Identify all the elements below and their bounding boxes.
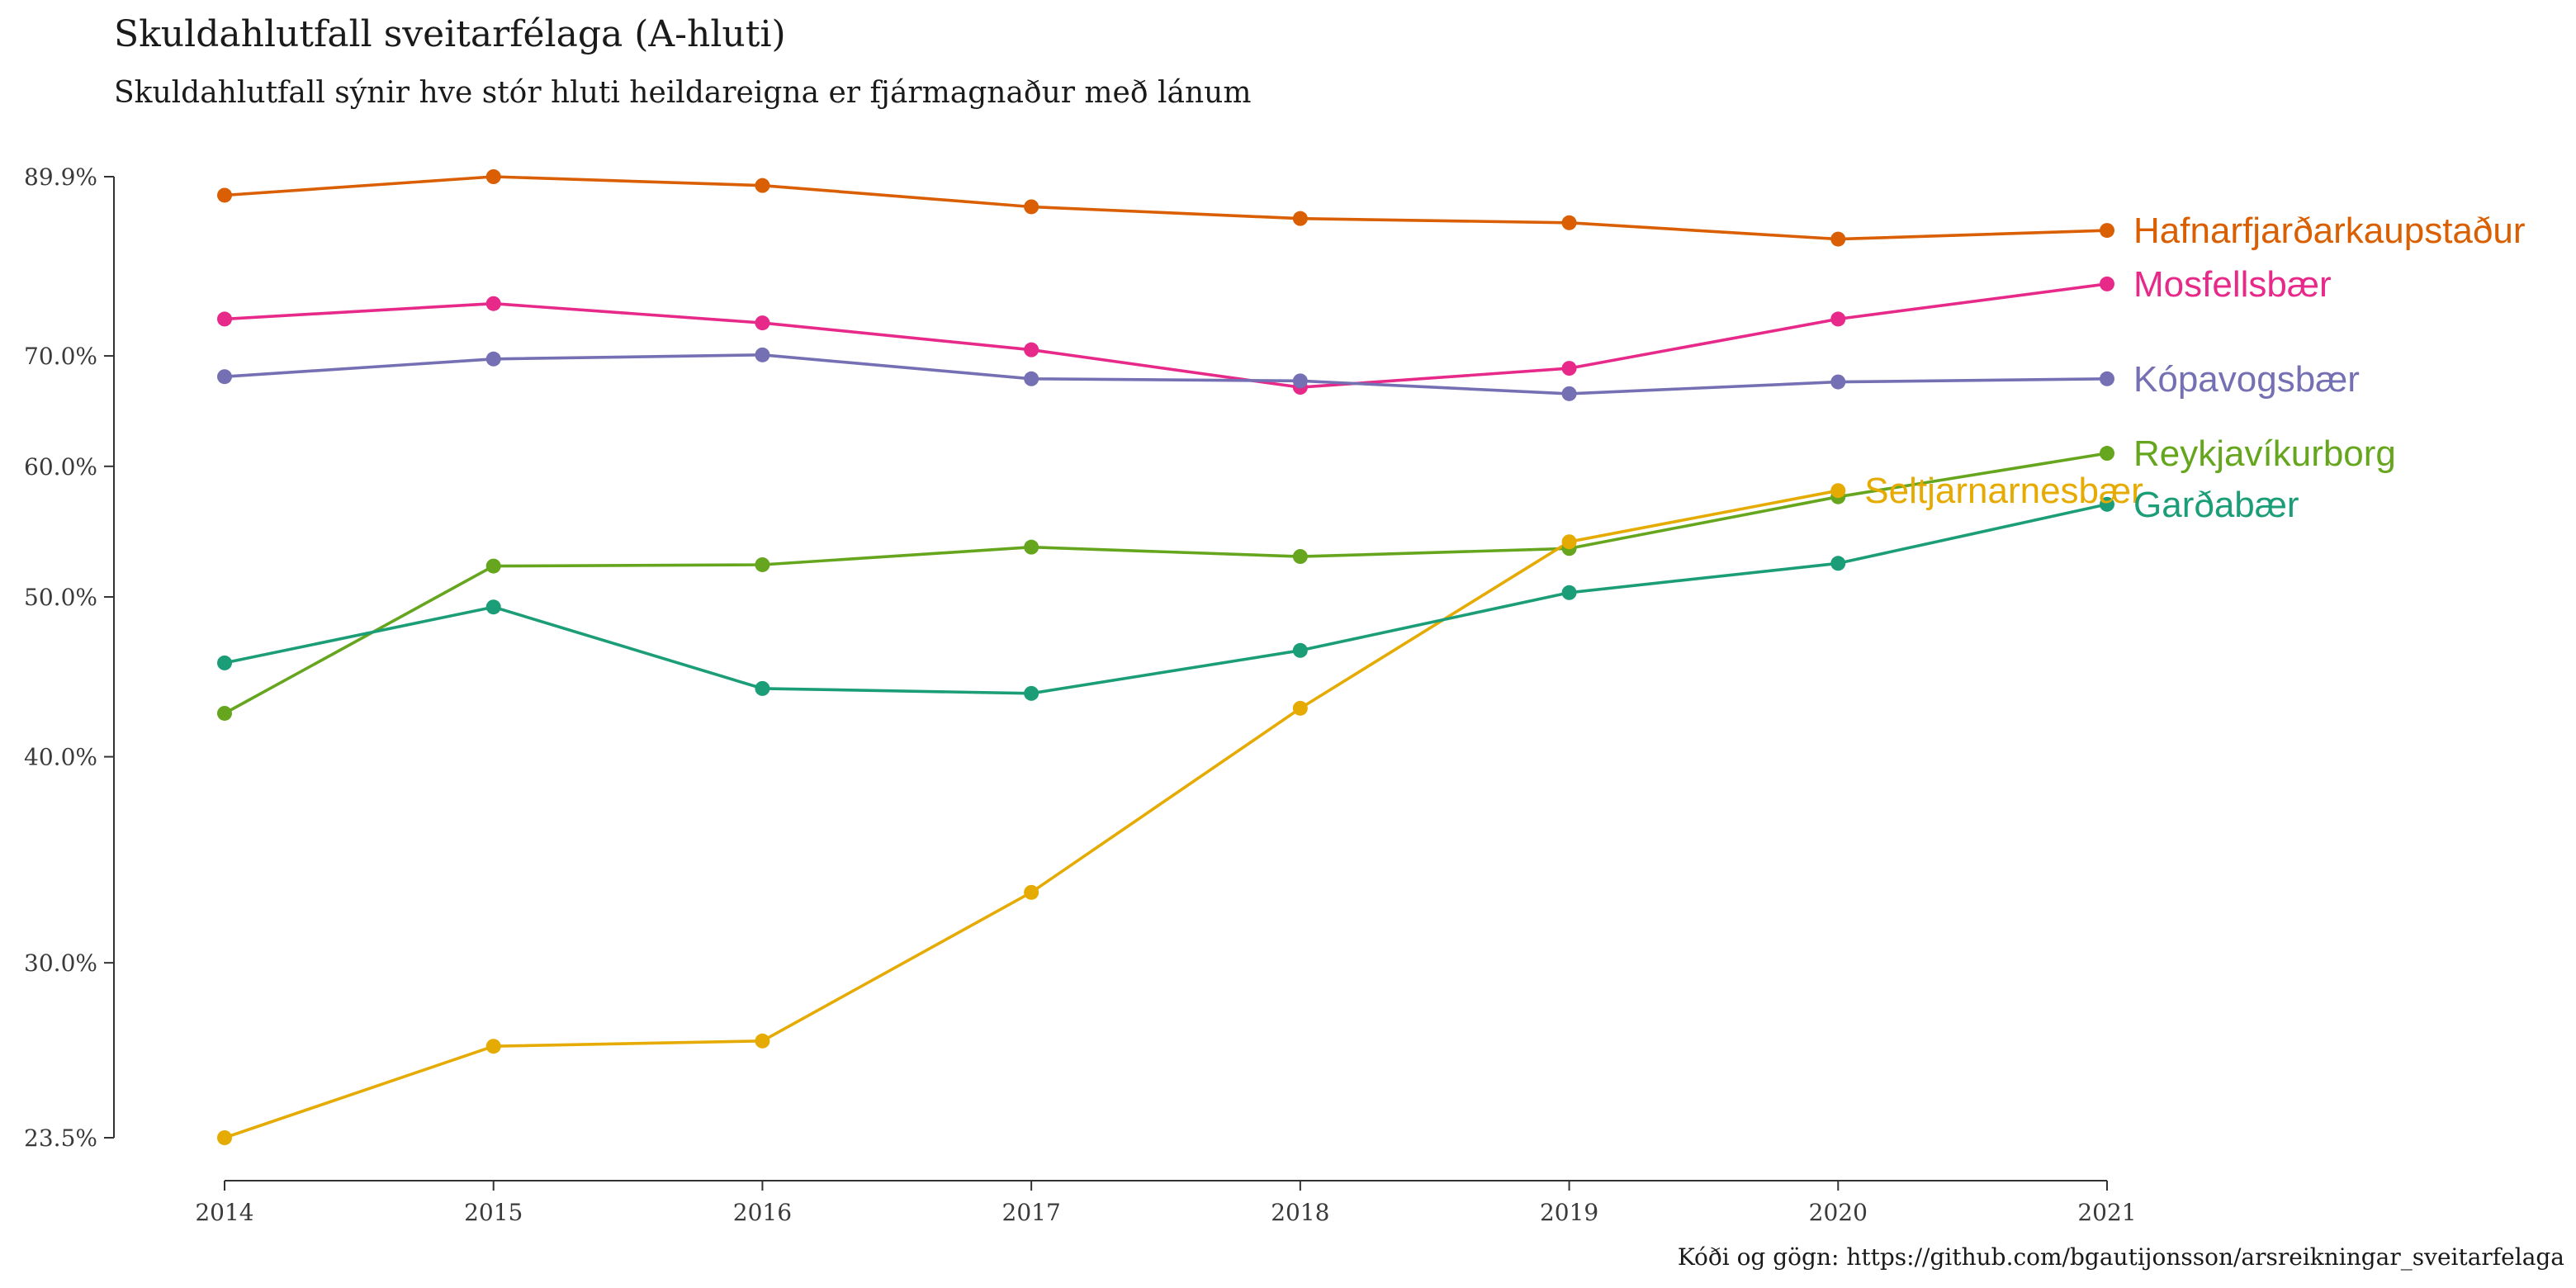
data-point <box>1292 211 1308 226</box>
series-labels: Hafnarfjarðarkaupstaður Mosfellsbær Kópavo… <box>1864 211 2525 525</box>
data-point <box>1561 215 1577 230</box>
x-tick-label: 2019 <box>1540 1199 1598 1226</box>
data-point <box>1024 371 1039 386</box>
data-point <box>1561 534 1577 550</box>
data-point <box>217 369 232 385</box>
data-point <box>1292 700 1308 716</box>
data-point <box>485 169 501 184</box>
data-point <box>1830 556 1846 571</box>
data-point <box>1830 231 1846 247</box>
chart-subtitle: Skuldahlutfall sýnir hve stór hluti heil… <box>114 76 1251 110</box>
data-point <box>217 655 232 670</box>
data-point <box>217 311 232 327</box>
y-tick-label: 70.0% <box>24 343 97 370</box>
data-point <box>1024 884 1039 900</box>
data-point <box>755 347 770 362</box>
data-point <box>2100 276 2114 291</box>
data-point <box>2100 371 2114 386</box>
y-tick-label: 30.0% <box>24 949 97 977</box>
series-label: Kópavogsbær <box>2133 359 2360 400</box>
data-point <box>485 351 501 367</box>
series-lines <box>223 175 2109 1139</box>
chart-caption: Kóði og gögn: https://github.com/bgautij… <box>1678 1243 2564 1271</box>
data-point <box>217 1130 232 1145</box>
y-tick-label: 60.0% <box>24 453 97 481</box>
series-line <box>223 282 2109 389</box>
data-point <box>1024 685 1039 701</box>
x-tick-label: 2018 <box>1271 1199 1329 1226</box>
data-point <box>1024 342 1039 358</box>
series-label: Mosfellsbær <box>2133 264 2332 305</box>
y-tick-label: 23.5% <box>24 1125 97 1152</box>
y-tick-label: 40.0% <box>24 744 97 771</box>
x-tick-label: 2021 <box>2077 1199 2136 1226</box>
data-point <box>485 599 501 615</box>
series-points <box>217 169 2114 1145</box>
series-line <box>223 353 2109 395</box>
data-point <box>2100 446 2114 462</box>
y-tick-label: 50.0% <box>24 584 97 611</box>
x-tick-label: 2017 <box>1002 1199 1061 1226</box>
data-point <box>755 178 770 193</box>
x-tick-label: 2020 <box>1809 1199 1868 1226</box>
chart-title: Skuldahlutfall sveitarfélaga (A-hluti) <box>114 13 786 55</box>
series-line <box>223 489 1840 1139</box>
data-point <box>2100 496 2114 512</box>
data-point <box>2100 223 2114 239</box>
data-point <box>1830 374 1846 390</box>
data-point <box>485 558 501 574</box>
series-label: Garðabær <box>2133 485 2299 525</box>
series-label: Reykjavíkurborg <box>2133 433 2396 474</box>
data-point <box>755 680 770 696</box>
y-axis: 23.5% 30.0% 40.0% 50.0% 60.0% 70.0% 89.9% <box>24 163 115 1152</box>
data-point <box>1292 373 1308 389</box>
data-point <box>1561 585 1577 600</box>
data-point <box>1024 539 1039 555</box>
series-line <box>223 175 2109 241</box>
x-tick-label: 2015 <box>464 1199 523 1226</box>
data-point <box>755 556 770 572</box>
data-point <box>755 315 770 331</box>
data-point <box>1561 386 1577 401</box>
x-tick-label: 2016 <box>733 1199 792 1226</box>
data-point <box>1561 361 1577 376</box>
x-tick-label: 2014 <box>195 1199 253 1226</box>
data-point <box>485 296 501 311</box>
x-axis: 2014 2015 2016 2017 2018 2019 2020 2021 <box>195 1180 2137 1226</box>
series-line <box>223 503 2109 695</box>
data-point <box>1830 483 1846 499</box>
data-point <box>1830 311 1846 327</box>
series-label: Hafnarfjarðarkaupstaður <box>2133 211 2525 251</box>
data-point <box>1292 642 1308 658</box>
y-tick-label: 89.9% <box>24 163 97 191</box>
series-label: Seltjarnarnesbær <box>1864 471 2143 511</box>
data-point <box>485 1039 501 1054</box>
data-point <box>755 1033 770 1049</box>
data-point <box>1024 199 1039 215</box>
series-line <box>223 452 2109 715</box>
data-point <box>217 187 232 203</box>
data-point <box>217 705 232 721</box>
data-point <box>1292 549 1308 565</box>
